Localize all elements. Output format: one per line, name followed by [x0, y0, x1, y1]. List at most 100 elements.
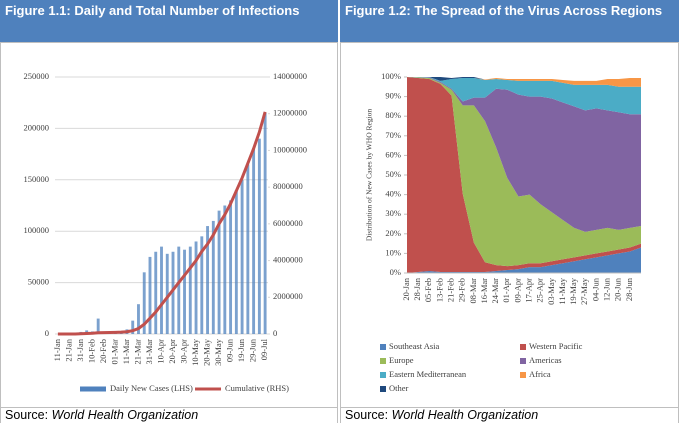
- x-tick-label: 30-Apr: [178, 339, 188, 364]
- x-tick-label: 28-Jun: [624, 277, 634, 301]
- y-tick-label: 60%: [385, 149, 401, 159]
- x-tick-label: 17-Apr: [524, 278, 534, 303]
- x-tick-label: 27-May: [579, 277, 589, 305]
- x-tick-label: 10-Feb: [86, 339, 96, 363]
- legend-swatch: [380, 386, 386, 392]
- bar: [137, 304, 140, 334]
- bar: [148, 256, 152, 334]
- y-tick-label: 50000: [28, 277, 49, 287]
- x-tick-label: 04-Jun: [590, 277, 600, 301]
- area: [407, 77, 641, 115]
- y-tick-label: 250000: [24, 71, 50, 81]
- x-tick-label: 12-Jun: [602, 277, 612, 301]
- legend-label: Eastern Mediterranean: [389, 369, 467, 379]
- legend-swatch: [380, 344, 386, 350]
- x-tick-label: 20-Jan: [401, 277, 411, 300]
- bar: [252, 148, 256, 334]
- bar: [154, 251, 158, 334]
- bar: [165, 253, 169, 334]
- source: Source: World Health Organization: [340, 408, 679, 423]
- x-tick-label: 21-Feb: [446, 278, 456, 302]
- x-tick-label: 13-Feb: [434, 278, 444, 302]
- legend-label: Africa: [529, 369, 551, 379]
- chart: 0%10%20%30%40%50%60%70%80%90%100%20-Jan 2…: [365, 71, 641, 393]
- y-tick-label: 100000: [24, 225, 50, 235]
- legend-label: Cumulative (RHS): [225, 383, 289, 393]
- legend-swatch: [380, 372, 386, 378]
- source-text: World Health Organization: [391, 408, 539, 422]
- bar: [131, 320, 135, 334]
- bar: [194, 241, 198, 334]
- x-tick-label: 31-Jan: [75, 338, 85, 361]
- x-tick-label: 25-Apr: [535, 278, 545, 303]
- x-tick-label: 09-Jul: [259, 338, 269, 360]
- y-tick-label: 0%: [390, 267, 401, 277]
- bar: [188, 246, 192, 334]
- x-tick-label: 19-May: [568, 277, 578, 305]
- legend-swatch: [520, 372, 526, 378]
- y-tick-label: 100%: [381, 71, 401, 81]
- legend-label: Other: [389, 383, 409, 393]
- legend-label: Western Pacific: [529, 341, 583, 351]
- source-label: Source:: [5, 408, 49, 422]
- bar: [211, 220, 215, 334]
- y-axis-title: Distribution of New Cases by WHO Region: [365, 109, 374, 242]
- y-tick-label: 70%: [385, 130, 401, 140]
- legend-label: Europe: [389, 355, 414, 365]
- bar: [160, 246, 163, 334]
- bar: [183, 249, 186, 334]
- y-tick-label: 0: [45, 328, 49, 338]
- area: [407, 77, 641, 87]
- y-tick-label: 10%: [385, 247, 401, 257]
- figure-title: Figure 1.1: Daily and Total Number of In…: [0, 0, 338, 42]
- figure-title: Figure 1.2: The Spread of the Virus Acro…: [340, 0, 679, 42]
- figure-panel: Figure 1.2: The Spread of the Virus Acro…: [340, 0, 679, 423]
- source: Source: World Health Organization: [0, 408, 338, 423]
- x-tick-label: 20-May: [202, 338, 212, 366]
- source-text: World Health Organization: [51, 408, 199, 422]
- chart: 0 50000 100000 150000 200000 250000 0 2000000 40…: [24, 71, 308, 393]
- x-tick-label: 01-Mar: [109, 339, 119, 365]
- line: [57, 111, 267, 336]
- x-tick-label: 01-Apr: [501, 278, 511, 303]
- y2-tick-label: 8000000: [273, 181, 303, 191]
- x-tick-label: 03-May: [546, 277, 556, 305]
- area: [407, 77, 641, 232]
- area: [407, 77, 641, 81]
- x-tick-label: 20-Jun: [613, 277, 623, 301]
- bar: [171, 251, 175, 334]
- bar: [246, 164, 250, 334]
- x-tick-label: 21-Mar: [132, 339, 142, 365]
- y-tick-label: 90%: [385, 91, 401, 101]
- x-tick-label: 29-Feb: [457, 278, 467, 302]
- bar: [200, 236, 204, 334]
- x-tick-label: 19-Jun: [236, 338, 246, 362]
- legend-swatch: [520, 344, 526, 350]
- bar: [257, 138, 261, 334]
- y2-tick-label: 2000000: [273, 291, 303, 301]
- bar: [229, 200, 233, 334]
- x-tick-label: 11-May: [557, 277, 567, 304]
- x-tick-label: 05-Feb: [423, 278, 433, 302]
- x-tick-label: 24-Mar: [490, 278, 500, 304]
- x-tick-label: 11-Mar: [121, 339, 131, 364]
- y2-tick-label: 0: [273, 328, 277, 338]
- area: [407, 77, 641, 273]
- y-tick-label: 80%: [385, 110, 401, 120]
- y2-tick-label: 12000000: [273, 108, 307, 118]
- legend-label: Southeast Asia: [389, 341, 440, 351]
- legend-label: Daily New Cases (LHS): [110, 383, 193, 393]
- x-tick-label: 21-Jan: [63, 338, 73, 361]
- x-tick-label: 28-Jan: [412, 277, 422, 300]
- bar: [177, 246, 181, 334]
- bar: [206, 226, 209, 334]
- legend-swatch: [380, 358, 386, 364]
- source-label: Source:: [345, 408, 389, 422]
- x-tick-label: 20-Feb: [98, 339, 108, 363]
- x-tick-label: 09-Jun: [225, 338, 235, 362]
- x-tick-label: 20-Apr: [167, 339, 177, 364]
- bar: [223, 205, 227, 334]
- x-tick-label: 11-Jan: [52, 338, 62, 361]
- y-tick-label: 200000: [24, 122, 50, 132]
